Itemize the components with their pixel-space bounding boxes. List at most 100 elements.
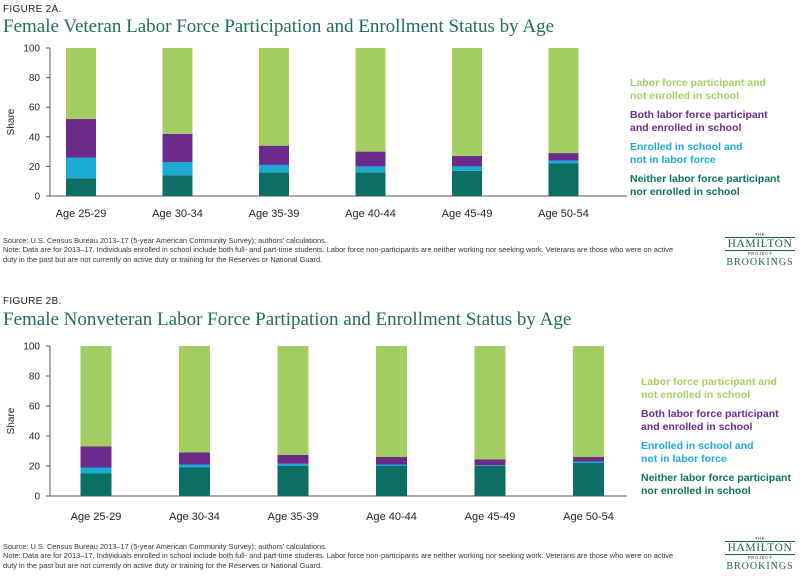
bar-segment-enrolled-not-lf — [66, 157, 96, 179]
x-tick-label: Age 50-54 — [563, 511, 614, 523]
figure-title: Female Veteran Labor Force Participation… — [3, 16, 555, 37]
bar-segment-lf-not-enrolled — [162, 48, 193, 134]
bar-segment-both — [573, 457, 604, 462]
bar-segment-lf-not-enrolled — [573, 346, 604, 457]
legend-entry-both: Both labor force participant and enrolled… — [641, 408, 779, 433]
bar-segment-lf-not-enrolled — [452, 48, 482, 157]
bar-segment-enrolled-not-lf — [80, 467, 112, 474]
legend-entry-lf-not-enrolled: Labor force participant and not enrolled … — [630, 77, 766, 102]
bar-segment-both — [179, 452, 210, 465]
figure-2a: FIGURE 2A. Female Veteran Labor Force Pa… — [0, 0, 800, 288]
legend-entry-lf-not-enrolled: Labor force participant and not enrolled … — [641, 376, 777, 401]
bar-segment-neither — [277, 466, 309, 496]
y-tick-label: 80 — [29, 372, 41, 383]
y-tick-label: 100 — [23, 342, 40, 353]
y-tick-label: 80 — [29, 73, 41, 84]
x-tick-label: Age 45-49 — [442, 208, 493, 220]
bar-segment-lf-not-enrolled — [277, 346, 309, 455]
y-tick-label: 0 — [34, 192, 40, 203]
x-tick-label: Age 40-44 — [366, 511, 417, 523]
bar-segment-enrolled-not-lf — [452, 166, 482, 171]
y-axis-label: Share — [6, 407, 17, 434]
x-tick-label: Age 25-29 — [56, 208, 107, 220]
source-line: Source: U.S. Census Bureau 2013–17 (5-ye… — [3, 236, 327, 245]
x-tick-label: Age 35-39 — [249, 208, 300, 220]
bar-segment-enrolled-not-lf — [355, 166, 386, 173]
bar-segment-neither — [573, 463, 604, 496]
bar-segment-neither — [162, 175, 193, 196]
bar-segment-lf-not-enrolled — [355, 48, 386, 152]
bar-segment-enrolled-not-lf — [277, 463, 309, 466]
legend-entry-neither: Neither labor force participant nor enrol… — [630, 173, 780, 198]
figure-label: FIGURE 2A. — [3, 4, 62, 15]
bar-segment-neither — [259, 172, 289, 196]
logo-brookings: BROOKINGS — [726, 561, 794, 572]
bar-segment-enrolled-not-lf — [376, 464, 407, 466]
x-tick-label: Age 35-39 — [268, 511, 319, 523]
figure-title: Female Nonveteran Labor Force Partipatio… — [3, 309, 572, 330]
y-tick-label: 100 — [23, 44, 40, 55]
stacked-bar-chart: 0 20 40 60 80 100 Share Age 25-29 Age 30-34 Age 3… — [6, 44, 780, 221]
bar-segment-enrolled-not-lf — [573, 461, 604, 463]
bar-segment-lf-not-enrolled — [548, 48, 579, 154]
bar-segment-neither — [474, 466, 506, 496]
bar-segment-both — [452, 156, 482, 167]
y-axis-label: Share — [6, 108, 17, 135]
bar-segment-lf-not-enrolled — [259, 48, 289, 146]
y-tick-label: 0 — [34, 492, 40, 503]
source-text: Source: U.S. Census Bureau 2013–17 (5-ye… — [3, 236, 683, 264]
note-line: Note: Data are for 2013–17. Individuals … — [3, 245, 674, 264]
y-tick-label: 60 — [29, 103, 41, 114]
y-tick-label: 60 — [29, 402, 41, 413]
logo-project: PROJECT — [747, 555, 773, 560]
figure-2b: FIGURE 2B. Female Nonveteran Labor Force… — [0, 292, 800, 577]
figure-label: FIGURE 2B. — [3, 296, 62, 307]
y-tick-label: 40 — [29, 132, 41, 143]
bar-segment-neither — [355, 172, 386, 196]
legend-entry-both: Both labor force participant and enrolled… — [630, 109, 768, 134]
bar-segment-both — [376, 457, 407, 465]
y-tick-label: 40 — [29, 432, 41, 443]
bar-segment-neither — [80, 473, 112, 496]
legend-entry-enrolled-not-lf: Enrolled in school and not in labor force — [641, 440, 754, 465]
hamilton-brookings-logo: THE HAMILTON PROJECT BROOKINGS — [722, 232, 798, 269]
bar-segment-lf-not-enrolled — [474, 346, 506, 460]
bar-segment-both — [355, 151, 386, 167]
note-line: Note: Data are for 2013–17. Individuals … — [3, 551, 674, 570]
bar-segment-enrolled-not-lf — [179, 464, 210, 468]
bar-segment-neither — [548, 163, 579, 196]
bar-segment-both — [474, 459, 506, 466]
source-line: Source: U.S. Census Bureau 2013–17 (5-ye… — [3, 542, 327, 551]
x-tick-label: Age 30-34 — [152, 208, 203, 220]
logo-hamilton: HAMILTON — [725, 237, 795, 251]
bar-segment-both — [277, 454, 309, 464]
x-tick-label: Age 30-34 — [169, 511, 220, 523]
bar-segment-both — [66, 119, 96, 158]
y-tick-label: 20 — [29, 462, 41, 473]
stacked-bar-chart: 0 20 40 60 80 100 Share Age 25-29 Age 30-34 Age 3… — [6, 342, 791, 524]
hamilton-brookings-logo: THE HAMILTON PROJECT BROOKINGS — [722, 536, 798, 573]
bar-segment-lf-not-enrolled — [80, 346, 112, 447]
source-text: Source: U.S. Census Bureau 2013–17 (5-ye… — [3, 542, 683, 570]
bar-segment-enrolled-not-lf — [548, 160, 579, 164]
bar-segment-neither — [452, 170, 482, 196]
x-tick-label: Age 40-44 — [345, 208, 396, 220]
x-tick-label: Age 50-54 — [538, 208, 589, 220]
bar-segment-lf-not-enrolled — [66, 48, 96, 120]
x-tick-label: Age 45-49 — [465, 511, 516, 523]
logo-project: PROJECT — [747, 251, 773, 256]
logo-the: THE — [754, 536, 766, 541]
logo-brookings: BROOKINGS — [726, 257, 794, 268]
y-tick-label: 20 — [29, 162, 41, 173]
bar-segment-neither — [376, 466, 407, 496]
logo-the: THE — [754, 232, 766, 237]
bar-segment-enrolled-not-lf — [474, 465, 506, 466]
bar-segment-both — [548, 153, 579, 161]
bar-segment-both — [80, 446, 112, 468]
logo-hamilton: HAMILTON — [725, 541, 795, 555]
bar-segment-neither — [179, 467, 210, 496]
bar-segment-both — [259, 145, 289, 165]
x-tick-label: Age 25-29 — [71, 511, 122, 523]
legend-entry-neither: Neither labor force participant nor enrol… — [641, 472, 791, 497]
bar-segment-neither — [66, 178, 96, 196]
